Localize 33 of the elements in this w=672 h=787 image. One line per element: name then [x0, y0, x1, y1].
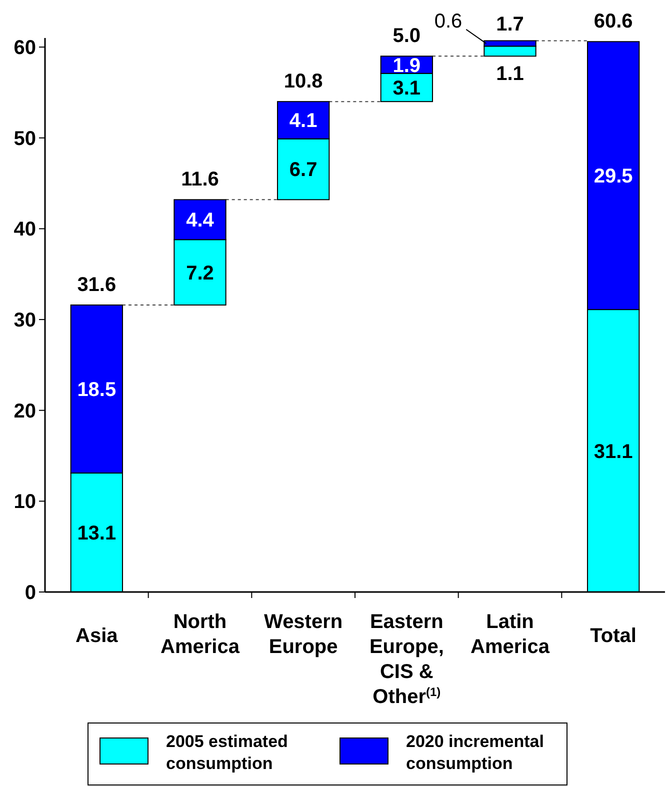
- data-label: 29.5: [594, 166, 633, 188]
- y-tick-label: 50: [14, 128, 36, 150]
- total-label: 11.6: [181, 168, 219, 191]
- legend-label: 2020 incremental consumption: [406, 732, 544, 773]
- x-tick-label: Eastern Europe, CIS & Other$^{(1)}$: [369, 611, 444, 708]
- data-label: 13.1: [77, 522, 116, 545]
- x-tick-label: Asia: [76, 625, 119, 647]
- y-tick-label: 40: [14, 218, 36, 241]
- data-label: 4.1: [289, 110, 318, 132]
- x-tick-label: Total: [590, 625, 636, 647]
- data-label: 1.9: [392, 54, 421, 77]
- legend-label: 2005 estimated consumption: [166, 732, 288, 773]
- data-label: 18.5: [77, 379, 116, 402]
- x-tick-label: Western Europe: [264, 611, 343, 658]
- y-tick-label: 10: [14, 491, 36, 514]
- data-label: 31.1: [594, 440, 633, 463]
- data-label: 6.7: [289, 159, 318, 182]
- data-label: 3.1: [392, 77, 421, 100]
- data-label: 7.2: [186, 262, 214, 284]
- data-label: 1.1: [496, 63, 524, 86]
- total-label: 10.8: [284, 70, 323, 93]
- total-label: 60.6: [594, 10, 633, 33]
- total-label: 1.7: [496, 14, 524, 36]
- x-tick-label: Latin America: [470, 611, 550, 658]
- y-tick-label: 60: [14, 37, 36, 60]
- y-tick-label: 30: [14, 310, 36, 332]
- x-tick-label: North America: [160, 611, 240, 658]
- total-label: 31.6: [77, 274, 116, 296]
- y-tick-label: 0: [24, 582, 36, 604]
- y-tick-label: 20: [14, 400, 36, 422]
- data-label: 4.4: [186, 210, 215, 232]
- total-label: 5.0: [392, 25, 421, 48]
- data-label: 0.6: [434, 10, 462, 32]
